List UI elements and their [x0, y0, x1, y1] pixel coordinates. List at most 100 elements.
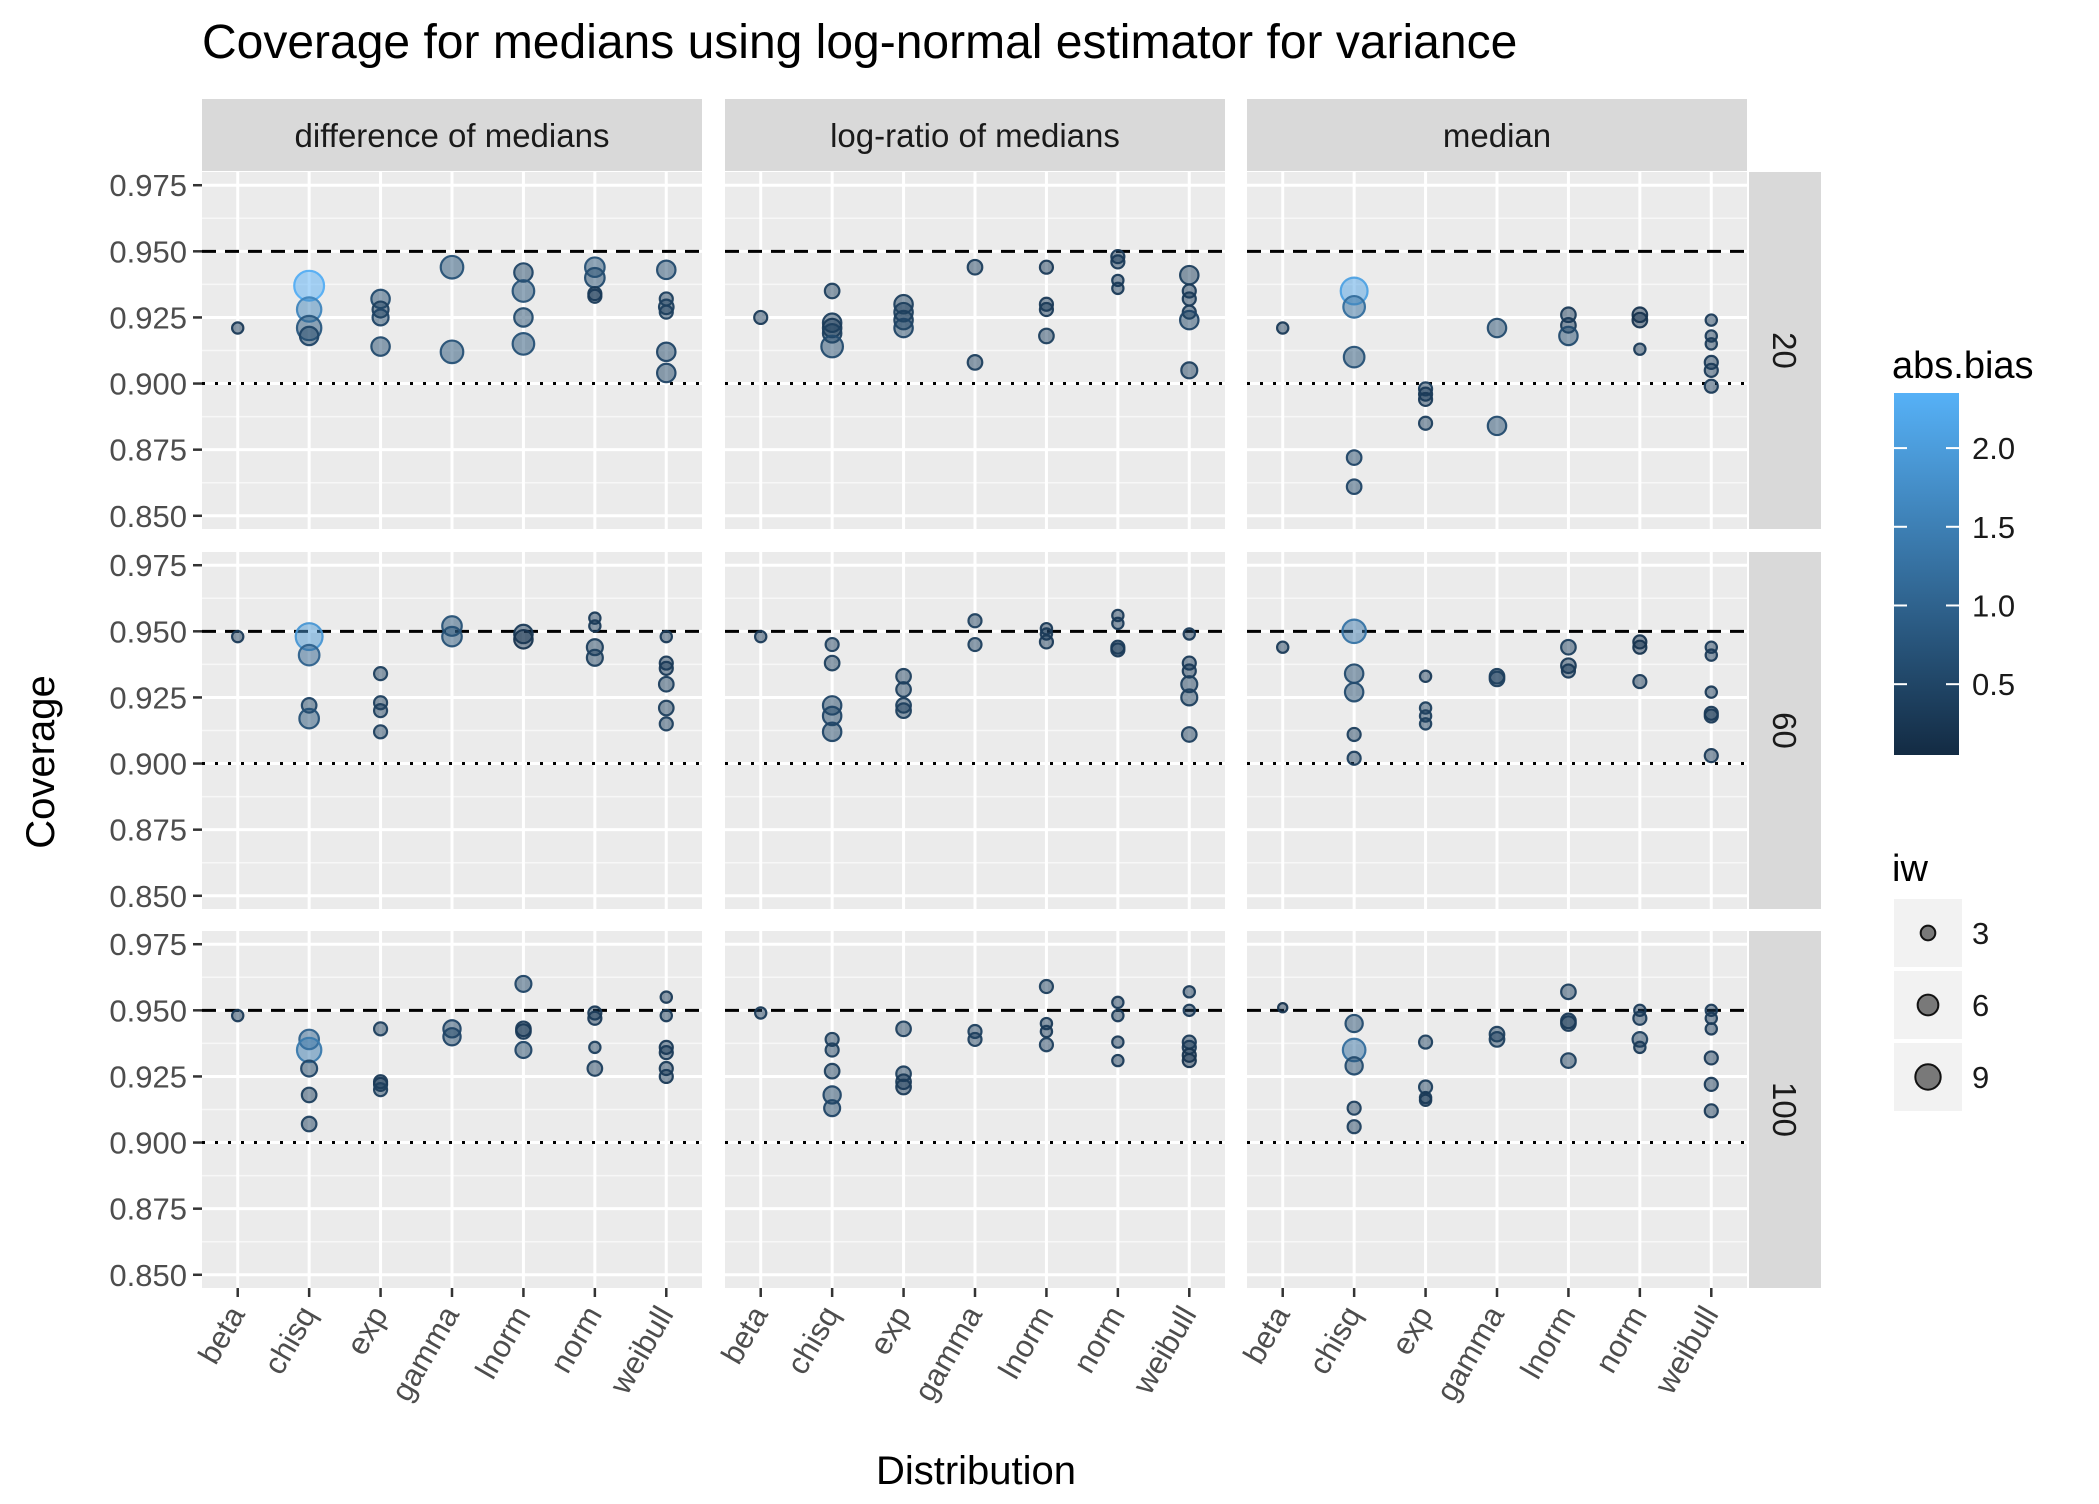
data-point [1038, 1037, 1055, 1053]
size-legend-circle [1919, 924, 1937, 942]
data-point [1111, 995, 1125, 1010]
data-point [1111, 1008, 1125, 1023]
size-legend-keys: 3 6 9 [1894, 899, 1989, 1111]
data-point [585, 648, 604, 667]
data-point [658, 716, 674, 732]
data-point [1560, 1015, 1577, 1032]
data-point [1344, 1056, 1364, 1076]
data-point [230, 1008, 245, 1023]
x-tick-label: gamma [907, 1299, 989, 1407]
y-tick-label: 0.950 [109, 234, 187, 269]
data-point [511, 279, 536, 303]
data-point [1633, 1040, 1647, 1055]
x-tick-label: weibull [1125, 1300, 1203, 1400]
size-legend-label: 3 [1972, 916, 1989, 951]
data-point [1343, 663, 1365, 684]
data-point [823, 1099, 842, 1118]
y-tick-label: 0.925 [109, 300, 187, 335]
data-point [893, 317, 914, 339]
data-point [300, 1059, 319, 1078]
row-strip [1749, 172, 1821, 529]
data-point [655, 341, 677, 363]
x-tick-label: norm [543, 1300, 609, 1379]
x-tick-label: gamma [1429, 1299, 1511, 1407]
data-point [824, 636, 840, 653]
data-point [655, 362, 677, 384]
data-point [230, 629, 245, 644]
y-tick-label: 0.975 [109, 927, 187, 962]
data-point [1344, 1013, 1364, 1034]
data-point [1111, 1053, 1125, 1068]
data-point [659, 629, 674, 644]
color-legend-tick-label: 0.5 [1972, 667, 2015, 702]
y-axis-label: Coverage [19, 675, 63, 848]
data-point [1703, 708, 1719, 724]
data-point [441, 625, 463, 648]
data-point [513, 628, 534, 650]
data-point [1275, 640, 1290, 654]
data-point [586, 1060, 604, 1077]
data-point [823, 1062, 841, 1080]
data-point [514, 1040, 533, 1060]
row-strip-label: 60 [1766, 712, 1803, 749]
data-point [1111, 281, 1125, 296]
data-point [372, 666, 389, 682]
data-point [1418, 669, 1433, 684]
data-point [1110, 254, 1126, 270]
data-point [895, 1020, 912, 1038]
y-tick-label: 0.950 [109, 614, 187, 649]
data-point [513, 262, 534, 283]
data-point [1342, 294, 1367, 319]
color-legend-bar [1894, 393, 1959, 755]
y-tick-label: 0.875 [109, 1192, 187, 1227]
size-legend-title: iw [1892, 848, 1928, 890]
size-legend-circle [1914, 1063, 1942, 1091]
data-point [439, 339, 465, 365]
data-point [1346, 1119, 1362, 1135]
y-tick-label: 0.950 [109, 993, 187, 1028]
chart-title: Coverage for medians using log-normal es… [202, 16, 1517, 69]
data-point [1418, 1093, 1433, 1107]
x-tick-label: exp [1384, 1300, 1439, 1361]
column-strip-label: log-ratio of medians [830, 117, 1120, 154]
x-tick-label: norm [1066, 1300, 1132, 1379]
panels-layer: difference of medians log-ratio of median… [109, 99, 1821, 1407]
data-point [1633, 342, 1647, 356]
data-point [753, 1006, 768, 1020]
data-point [1038, 301, 1055, 318]
data-point [588, 619, 602, 633]
data-point [442, 1027, 462, 1047]
data-point [1346, 726, 1362, 743]
y-tick-label: 0.900 [109, 1126, 187, 1161]
data-point [655, 259, 677, 281]
column-strip [1247, 99, 1747, 171]
data-point [588, 1040, 602, 1055]
data-point [513, 307, 534, 328]
data-point [1111, 1035, 1125, 1049]
data-point [1631, 311, 1649, 329]
row-strip-label: 20 [1766, 332, 1803, 369]
data-point [1632, 639, 1648, 655]
data-point [439, 254, 465, 280]
x-tick-label: weibull [602, 1300, 680, 1400]
data-point [1039, 1024, 1054, 1039]
data-point [1486, 317, 1508, 339]
x-tick-label: exp [339, 1300, 394, 1361]
y-tick-label: 0.850 [109, 879, 187, 914]
data-point [1343, 681, 1365, 703]
legend: abs.bias 0.5 1.0 1.5 2.0 iw 3 6 9 [1892, 345, 2034, 1111]
x-tick-label: beta [1236, 1299, 1297, 1369]
color-legend-tick-label: 2.0 [1972, 431, 2015, 466]
data-point [1703, 748, 1719, 764]
data-point [511, 332, 536, 356]
data-point [372, 703, 389, 719]
data-point [1181, 1052, 1197, 1069]
x-tick-label: lnorm [1513, 1300, 1582, 1385]
data-point [1038, 978, 1055, 995]
data-point [821, 721, 843, 743]
data-point [587, 1010, 603, 1026]
data-point [1277, 1001, 1289, 1014]
y-tick-label: 0.900 [109, 367, 187, 402]
